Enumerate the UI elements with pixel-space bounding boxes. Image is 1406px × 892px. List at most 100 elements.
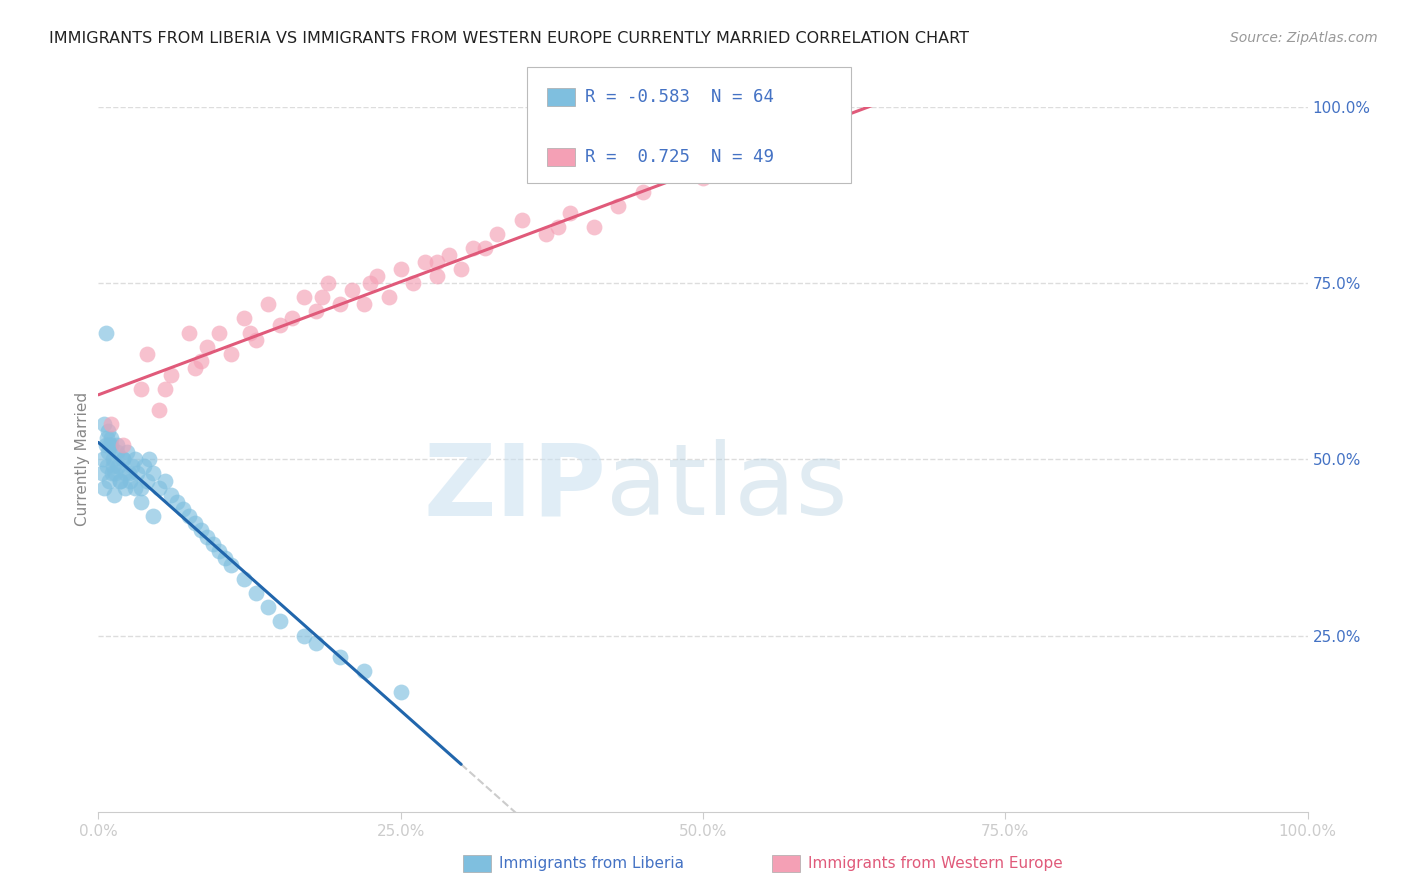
Point <box>360 276 382 290</box>
Point <box>100 431 122 445</box>
Point <box>104 467 127 481</box>
Point <box>179 326 201 340</box>
Text: Immigrants from Liberia: Immigrants from Liberia <box>499 856 685 871</box>
Point <box>127 467 149 481</box>
Point <box>94 326 117 340</box>
Point <box>583 219 606 234</box>
Text: R =  0.725  N = 49: R = 0.725 N = 49 <box>585 148 773 166</box>
Point <box>142 467 165 481</box>
Point <box>101 452 124 467</box>
Point <box>311 290 333 304</box>
Text: IMMIGRANTS FROM LIBERIA VS IMMIGRANTS FROM WESTERN EUROPE CURRENTLY MARRIED CORR: IMMIGRANTS FROM LIBERIA VS IMMIGRANTS FR… <box>49 31 969 46</box>
Point <box>208 544 231 558</box>
Point <box>426 269 449 284</box>
Point <box>239 326 262 340</box>
Point <box>366 269 388 284</box>
Point <box>118 467 141 481</box>
Point <box>148 481 170 495</box>
Point <box>426 255 449 269</box>
Point <box>184 516 207 530</box>
Point <box>510 212 533 227</box>
Point <box>316 276 339 290</box>
Point <box>138 452 160 467</box>
Point <box>221 558 243 573</box>
Point <box>148 403 170 417</box>
Point <box>190 353 212 368</box>
Point <box>97 424 120 438</box>
Point <box>450 262 472 277</box>
Text: R = -0.583  N = 64: R = -0.583 N = 64 <box>585 88 773 106</box>
Text: Immigrants from Western Europe: Immigrants from Western Europe <box>808 856 1063 871</box>
Point <box>121 459 143 474</box>
Point <box>208 326 231 340</box>
Point <box>547 219 569 234</box>
Point <box>692 170 714 185</box>
Point <box>292 290 315 304</box>
Point <box>98 438 121 452</box>
Point <box>558 205 581 219</box>
Point <box>100 467 122 481</box>
Point <box>129 382 152 396</box>
Point <box>353 664 375 678</box>
Point <box>486 227 509 241</box>
Point <box>129 481 152 495</box>
Point <box>153 474 176 488</box>
Point <box>813 135 835 149</box>
Point <box>118 474 141 488</box>
Point <box>329 649 352 664</box>
Point <box>98 474 121 488</box>
Point <box>111 452 134 467</box>
Point <box>153 382 176 396</box>
Point <box>305 304 328 318</box>
Point <box>377 290 399 304</box>
Point <box>190 523 212 537</box>
Point <box>111 438 134 452</box>
Point <box>534 227 557 241</box>
Point <box>342 283 364 297</box>
Point <box>281 311 304 326</box>
Point <box>91 467 114 481</box>
Point <box>269 318 291 333</box>
Point <box>389 685 412 699</box>
Point <box>292 628 315 642</box>
Point <box>160 487 183 501</box>
Point <box>97 445 120 459</box>
Point <box>221 346 243 360</box>
Point <box>117 445 139 459</box>
Point <box>96 459 118 474</box>
Point <box>129 494 152 508</box>
Point <box>232 311 254 326</box>
Point <box>135 346 157 360</box>
Point <box>101 459 124 474</box>
Point <box>245 586 267 600</box>
Point <box>607 199 630 213</box>
Point <box>160 368 183 382</box>
Point <box>195 340 218 354</box>
Point <box>96 431 118 445</box>
Point <box>631 185 654 199</box>
Point <box>202 537 225 551</box>
Point <box>135 474 157 488</box>
Point <box>100 417 122 431</box>
Point <box>108 474 131 488</box>
Point <box>93 481 115 495</box>
Point <box>232 572 254 586</box>
Point <box>134 459 156 474</box>
Point <box>105 438 128 452</box>
Point <box>179 508 201 523</box>
Point <box>353 297 375 311</box>
Point <box>100 438 122 452</box>
Point <box>124 452 146 467</box>
Point <box>256 297 278 311</box>
Point <box>107 459 129 474</box>
Point <box>166 494 188 508</box>
Point <box>389 262 412 277</box>
Point <box>91 452 114 467</box>
Point <box>105 445 128 459</box>
Point <box>463 241 485 255</box>
Point <box>124 481 146 495</box>
Point <box>93 417 115 431</box>
Point <box>103 487 125 501</box>
Point <box>329 297 352 311</box>
Point <box>142 508 165 523</box>
